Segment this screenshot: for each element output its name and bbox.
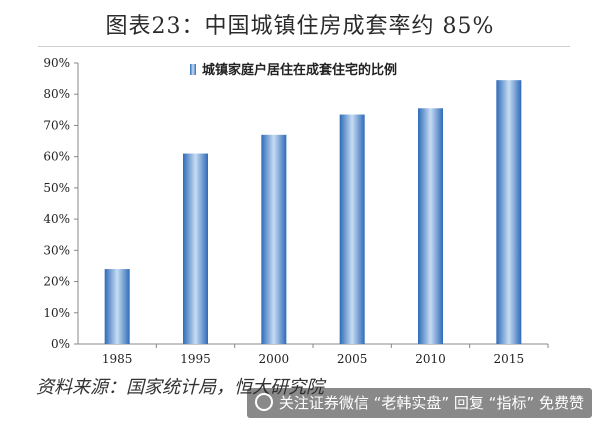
wechat-icon [254,393,273,411]
bar-chart: 0% 10% 20% 30% 40% 50% 60% 70% 80% 90% 1985 1995 200… [43,56,549,366]
y-tick-label: 90% [43,56,70,70]
y-tick-label: 60% [43,150,70,164]
y-tick-label: 50% [43,181,70,195]
y-tick-label: 80% [43,87,70,101]
chart-title: 图表23：中国城镇住房成套率约 85% [105,14,495,39]
watermark-banner: 关注证券微信 “老韩实盘” 回复 “指标” 免费赞 [246,388,592,418]
bar-1995 [183,153,208,344]
x-tick-label: 2015 [494,352,525,366]
bar-2005 [339,114,365,345]
y-tick-label: 40% [43,212,70,226]
legend-swatch [190,64,196,75]
x-tick-label: 2000 [259,352,290,366]
bar-2000 [261,134,287,344]
y-tick-label: 20% [43,275,70,289]
y-tick-label: 0% [51,337,70,351]
y-tick-label: 70% [43,118,70,132]
x-tick-label: 1985 [102,352,133,366]
x-tick-label: 2005 [337,352,368,366]
y-tick-label: 10% [43,306,70,320]
bar-2015 [496,80,522,344]
x-tick-label: 1995 [180,352,211,366]
bar-1985 [104,269,130,344]
title-divider [38,46,570,47]
legend-label: 城镇家庭户居住在成套住宅的比例 [202,62,397,78]
x-tick-label: 2010 [415,352,446,366]
y-tick-label: 30% [43,243,70,257]
watermark-text: 关注证券微信 “老韩实盘” 回复 “指标” 免费赞 [278,394,584,412]
bar-2010 [418,108,443,345]
